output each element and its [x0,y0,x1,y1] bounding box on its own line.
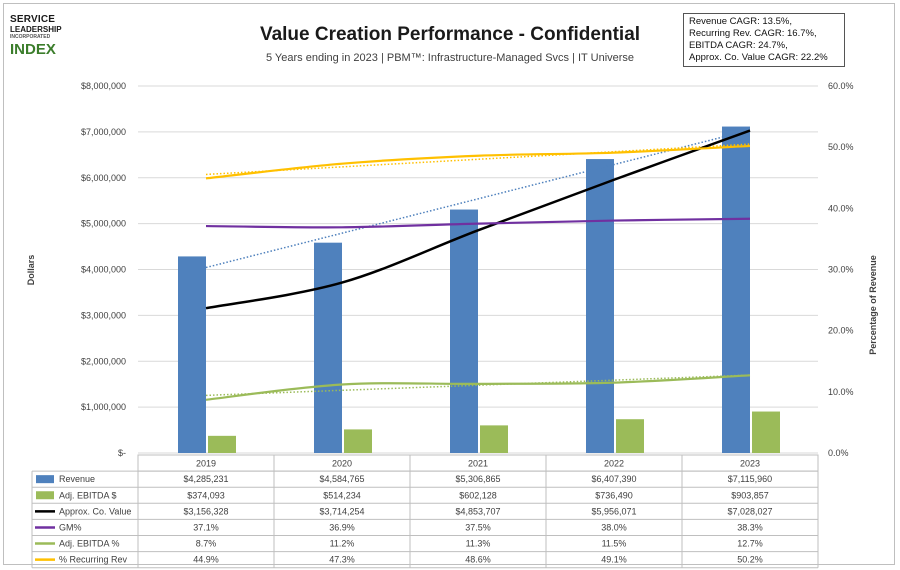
y2-axis-title: Percentage of Revenue [868,255,878,355]
trendline-revenue [205,129,751,269]
bar-revenue [722,126,750,454]
y-tick-label: $8,000,000 [81,81,126,91]
table-cell-value: 47.3% [329,555,355,565]
bar-revenue [178,256,206,453]
table-cell-value: 36.9% [329,522,355,532]
bar-adj-ebitda- [616,419,644,453]
line--recurring-rev [205,144,751,180]
legend-key-revenue [36,475,54,484]
bar-revenue [314,242,342,453]
line-adj-ebitda- [205,374,751,401]
bar-adj-ebitda- [208,435,236,453]
line-approx-co-value [205,129,751,310]
table-cell-value: 37.5% [465,522,491,532]
table-cell-value: 37.1% [193,522,219,532]
table-cell-value: 11.5% [602,539,627,549]
logo-line-1: SERVICE [10,14,56,25]
y-tick-label: $5,000,000 [81,219,126,229]
chart-frame [3,3,895,565]
table-cell-value: $374,093 [187,490,225,500]
x-category-label: 2020 [332,459,352,469]
legend-label: Adj. EBITDA $ [59,490,117,500]
y2-tick-label: 60.0% [828,81,854,91]
bar-adj-ebitda- [752,411,780,453]
table-cell-value: 38.3% [737,522,763,532]
legend-label: % Recurring Rev [59,555,128,565]
table-cell-value: $903,857 [731,490,769,500]
table-cell-value: $3,714,254 [319,506,364,516]
table-cell-value: $4,853,707 [455,506,500,516]
table-cell-value: $4,285,231 [183,474,228,484]
bar-revenue [450,209,478,453]
logo-line-3: INCORPORATED [10,34,51,40]
table-cell-value: 11.3% [466,539,491,549]
table-cell-value: $602,128 [459,490,497,500]
x-category-label: 2021 [468,459,488,469]
table-cell-value: 49.1% [601,555,627,565]
legend-key-adj-ebitda- [36,491,54,500]
table-cell-value: $4,584,765 [319,474,364,484]
line-gm- [205,217,751,229]
table-cell-value: 8.7% [196,539,217,549]
y2-tick-label: 10.0% [828,387,854,397]
y-tick-label: $6,000,000 [81,173,126,183]
table-cell-value: $7,115,960 [728,474,772,484]
table-cell-value: $3,156,328 [183,506,228,516]
y-axis-title: Dollars [26,255,36,286]
x-category-label: 2022 [604,459,624,469]
cagr-line-recurring: Recurring Rev. CAGR: 16.7%, [689,28,817,39]
cagr-line-revenue: Revenue CAGR: 13.5%, [689,16,792,27]
table-cell-value: $7,028,027 [727,506,772,516]
y2-tick-label: 50.0% [828,142,854,152]
y2-tick-label: 0.0% [828,448,849,458]
bar-revenue [586,159,614,454]
table-cell-value: 48.6% [465,555,491,565]
table-cell-value: 38.0% [601,522,627,532]
x-category-label: 2019 [196,459,216,469]
y2-tick-label: 40.0% [828,203,854,213]
x-category-label: 2023 [740,459,760,469]
bar-adj-ebitda- [344,429,372,453]
y-tick-label: $4,000,000 [81,265,126,275]
y2-tick-label: 30.0% [828,265,854,275]
table-cell-value: $736,490 [595,490,633,500]
table-cell-value: $5,306,865 [455,474,500,484]
chart-subtitle: 5 Years ending in 2023 | PBM™: Infrastru… [265,52,635,64]
service-leadership-logo: SERVICE LEADERSHIP INCORPORATED INDEX [10,14,70,64]
table-cell-value: $6,407,390 [591,474,636,484]
y2-tick-label: 20.0% [828,326,854,336]
legend-label: Adj. EBITDA % [59,539,120,549]
y-tick-label: $3,000,000 [81,310,126,320]
cagr-line-company-value: Approx. Co. Value CAGR: 22.2% [689,52,828,63]
legend-label: Revenue [59,474,95,484]
legend-label: Approx. Co. Value [59,506,131,516]
logo-line-2: LEADERSHIP [10,25,62,34]
bar-adj-ebitda- [480,425,508,453]
y-tick-label: $7,000,000 [81,127,126,137]
cagr-summary-box: Revenue CAGR: 13.5%, Recurring Rev. CAGR… [683,13,845,67]
logo-line-4: INDEX [10,41,56,58]
table-cell-value: 50.2% [737,555,763,565]
cagr-line-ebitda: EBITDA CAGR: 24.7%, [689,40,788,51]
table-cell-value: $5,956,071 [591,506,636,516]
table-cell-value: $514,234 [323,490,361,500]
y-tick-label: $1,000,000 [81,402,126,412]
chart-title: Value Creation Performance - Confidentia… [259,24,641,45]
table-cell-value: 11.2% [330,539,355,549]
legend-label: GM% [59,522,82,532]
y-tick-label: $2,000,000 [81,356,126,366]
y-tick-label: $- [118,448,126,458]
table-cell-value: 12.7% [737,539,763,549]
table-cell-value: 44.9% [193,555,219,565]
